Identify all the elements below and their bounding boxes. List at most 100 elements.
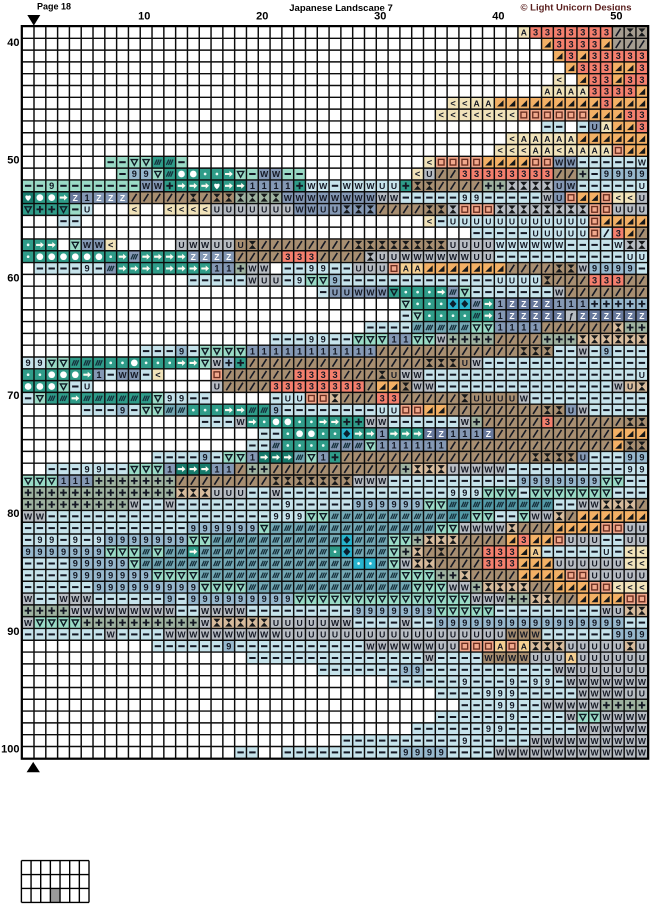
svg-text:1: 1	[262, 346, 267, 356]
svg-text:W: W	[307, 205, 316, 215]
svg-text:Z: Z	[639, 311, 644, 321]
svg-text:1: 1	[85, 193, 90, 203]
svg-text:W: W	[591, 736, 600, 746]
svg-text:9: 9	[108, 571, 113, 581]
svg-text:1: 1	[321, 453, 326, 463]
svg-text:<: <	[427, 157, 432, 167]
svg-text:1: 1	[509, 323, 514, 333]
svg-text:U: U	[473, 252, 479, 262]
svg-text:W: W	[366, 476, 375, 486]
svg-text:W: W	[272, 630, 281, 640]
svg-text:Z: Z	[580, 311, 585, 321]
svg-text:3: 3	[580, 28, 585, 38]
svg-text:<: <	[155, 370, 160, 380]
svg-text:U: U	[568, 641, 574, 651]
svg-text:U: U	[285, 394, 291, 404]
svg-text:© Light Unicorn Designs: © Light Unicorn Designs	[521, 3, 632, 14]
svg-text:U: U	[627, 523, 633, 533]
svg-text:9: 9	[498, 689, 503, 699]
svg-text:W: W	[543, 512, 552, 522]
svg-text:70: 70	[7, 390, 19, 402]
svg-text:9: 9	[498, 724, 503, 734]
svg-text:W: W	[425, 641, 434, 651]
svg-text:U: U	[84, 382, 90, 392]
svg-text:W: W	[579, 346, 588, 356]
svg-text:Z: Z	[509, 311, 514, 321]
svg-text:U: U	[580, 653, 586, 663]
svg-text:9: 9	[380, 606, 385, 616]
svg-text:10: 10	[138, 11, 150, 23]
svg-text:W: W	[24, 512, 33, 522]
svg-text:Z: Z	[545, 311, 550, 321]
svg-text:9: 9	[628, 169, 633, 179]
svg-text:U: U	[627, 382, 633, 392]
svg-text:W: W	[555, 665, 564, 675]
svg-text:1: 1	[450, 429, 455, 439]
svg-text:W: W	[378, 287, 387, 297]
svg-text:W: W	[591, 689, 600, 699]
svg-text:3: 3	[509, 559, 514, 569]
svg-text:W: W	[83, 240, 92, 250]
svg-text:A: A	[568, 653, 574, 663]
svg-text:W: W	[272, 488, 281, 498]
svg-text:U: U	[485, 252, 491, 262]
svg-text:U: U	[544, 653, 550, 663]
svg-text:W: W	[201, 618, 210, 628]
svg-text:1: 1	[321, 346, 326, 356]
svg-text:W: W	[496, 748, 505, 758]
svg-text:U: U	[639, 370, 645, 380]
svg-text:3: 3	[356, 382, 361, 392]
svg-text:U: U	[485, 216, 491, 226]
svg-text:<: <	[557, 146, 562, 156]
svg-text:W: W	[614, 677, 623, 687]
svg-text:Z: Z	[545, 299, 550, 309]
svg-text:W: W	[602, 736, 611, 746]
svg-text:9: 9	[73, 559, 78, 569]
svg-text:9: 9	[144, 169, 149, 179]
svg-text:A: A	[521, 641, 527, 651]
svg-text:9: 9	[61, 547, 66, 557]
svg-text:W: W	[248, 264, 257, 274]
svg-text:1: 1	[474, 429, 479, 439]
svg-text:9: 9	[380, 500, 385, 510]
svg-text:A: A	[521, 134, 527, 144]
svg-text:W: W	[331, 193, 340, 203]
svg-text:U: U	[379, 630, 385, 640]
svg-text:Z: Z	[214, 252, 219, 262]
svg-text:9: 9	[214, 594, 219, 604]
svg-text:W: W	[83, 594, 92, 604]
svg-text:9: 9	[616, 618, 621, 628]
svg-text:U: U	[532, 216, 538, 226]
svg-text:3: 3	[309, 252, 314, 262]
svg-text:U: U	[261, 276, 267, 286]
svg-text:9: 9	[85, 264, 90, 274]
svg-text:U: U	[332, 287, 338, 297]
svg-text:9: 9	[486, 618, 491, 628]
svg-text:9: 9	[462, 618, 467, 628]
svg-text:W: W	[414, 252, 423, 262]
svg-text:9: 9	[462, 193, 467, 203]
svg-text:3: 3	[616, 87, 621, 97]
svg-text:<: <	[639, 547, 644, 557]
svg-text:3: 3	[498, 547, 503, 557]
svg-text:40: 40	[7, 37, 19, 49]
svg-text:U: U	[639, 181, 645, 191]
svg-text:U: U	[568, 216, 574, 226]
svg-text:3: 3	[639, 122, 644, 132]
svg-text:W: W	[602, 712, 611, 722]
svg-text:9: 9	[639, 453, 644, 463]
svg-text:9: 9	[604, 264, 609, 274]
svg-text:W: W	[166, 606, 175, 616]
svg-text:9: 9	[486, 689, 491, 699]
svg-text:50: 50	[610, 11, 622, 23]
svg-text:9: 9	[628, 264, 633, 274]
svg-text:W: W	[461, 582, 470, 592]
svg-text:Japanese Landscape 7: Japanese Landscape 7	[289, 3, 393, 14]
svg-text:U: U	[615, 665, 621, 675]
svg-text:U: U	[391, 370, 397, 380]
svg-text:A: A	[568, 134, 574, 144]
svg-text:U: U	[426, 630, 432, 640]
svg-text:9: 9	[226, 523, 231, 533]
svg-text:<: <	[191, 205, 196, 215]
svg-text:3: 3	[628, 75, 633, 85]
